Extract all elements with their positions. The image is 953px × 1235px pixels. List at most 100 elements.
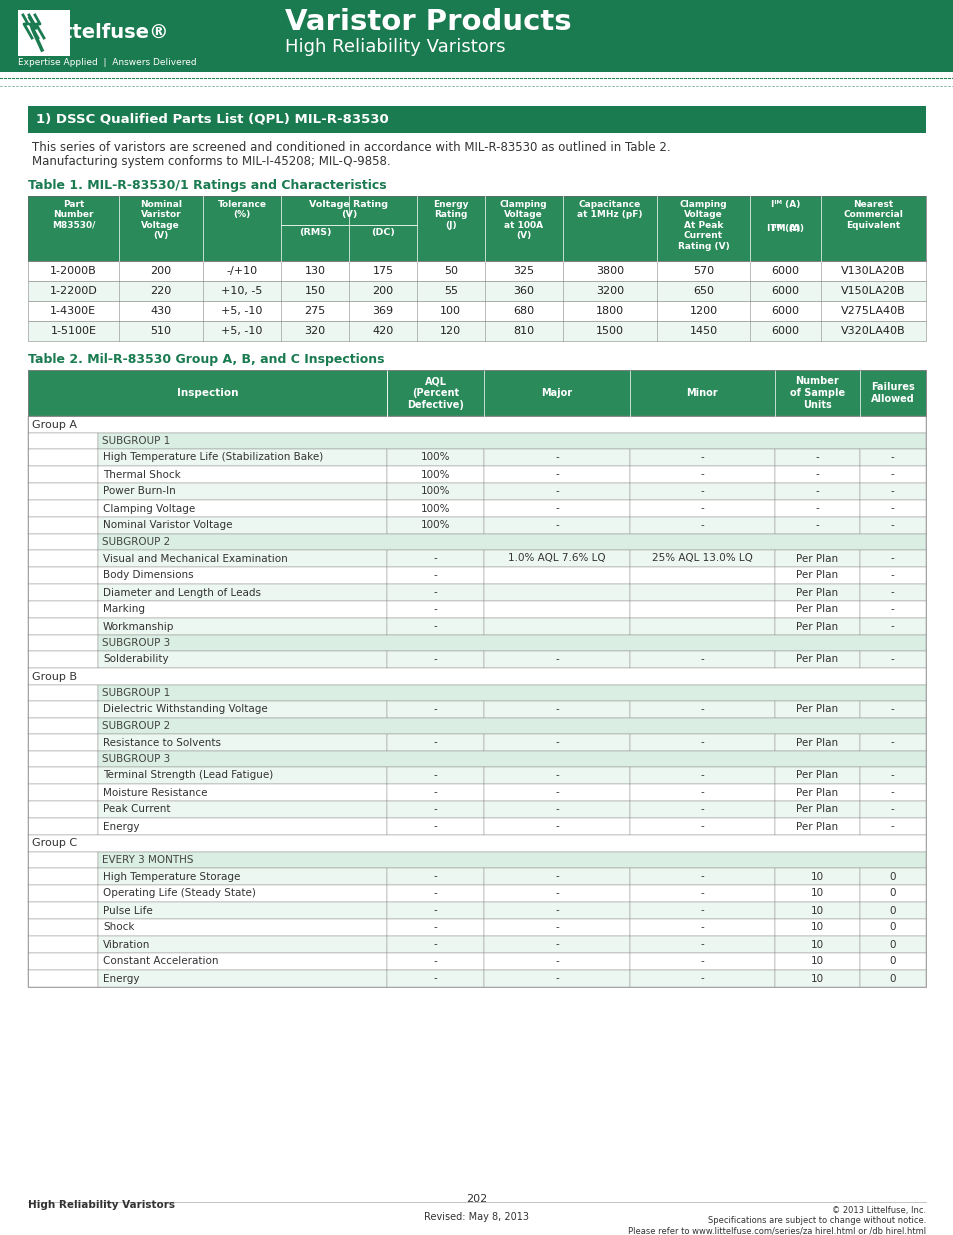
Text: Inspection: Inspection (176, 388, 238, 398)
Text: (DC): (DC) (371, 227, 395, 237)
Bar (28, 868, 98, 885)
Bar (98, 483, 387, 500)
Bar (775, 902, 859, 919)
Text: -: - (890, 737, 894, 747)
Text: Constant Acceleration: Constant Acceleration (103, 956, 218, 967)
Text: Per Plan: Per Plan (796, 655, 838, 664)
Text: -: - (555, 655, 558, 664)
Bar (484, 784, 629, 802)
Text: SUBGROUP 2: SUBGROUP 2 (102, 721, 171, 731)
Text: Per Plan: Per Plan (796, 821, 838, 831)
Bar (98, 635, 925, 651)
Text: 420: 420 (372, 326, 394, 336)
Bar (28, 936, 98, 953)
Bar (775, 818, 859, 835)
Text: -: - (890, 621, 894, 631)
Text: -: - (555, 520, 558, 531)
Text: Iᴵᴹ (A): Iᴵᴹ (A) (770, 224, 800, 233)
Text: 10: 10 (810, 973, 823, 983)
Text: -: - (434, 737, 437, 747)
Text: Per Plan: Per Plan (796, 704, 838, 715)
Bar (859, 802, 925, 818)
Text: 1500: 1500 (596, 326, 623, 336)
Text: Voltage Rating
(V): Voltage Rating (V) (309, 200, 388, 220)
Text: -: - (890, 487, 894, 496)
Bar (98, 584, 387, 601)
Bar (775, 701, 859, 718)
Bar (28, 885, 98, 902)
Text: Thermal Shock: Thermal Shock (103, 469, 181, 479)
Bar (98, 550, 387, 567)
Text: -: - (700, 804, 703, 815)
Bar (387, 517, 484, 534)
Text: -: - (434, 771, 437, 781)
Text: Nominal
Varistor
Voltage
(V): Nominal Varistor Voltage (V) (140, 200, 182, 240)
Bar (387, 767, 484, 784)
Text: 275: 275 (304, 306, 325, 316)
Text: 10: 10 (810, 923, 823, 932)
Bar (775, 450, 859, 466)
Bar (775, 601, 859, 618)
Text: -: - (700, 520, 703, 531)
Bar (484, 919, 629, 936)
Bar (629, 767, 775, 784)
Text: 430: 430 (150, 306, 172, 316)
Text: -: - (890, 469, 894, 479)
Text: +5, -10: +5, -10 (221, 326, 262, 336)
Text: -: - (434, 788, 437, 798)
Text: -: - (890, 771, 894, 781)
Text: SUBGROUP 1: SUBGROUP 1 (102, 436, 171, 446)
Bar (775, 802, 859, 818)
Bar (775, 885, 859, 902)
Text: -: - (555, 487, 558, 496)
Bar (859, 601, 925, 618)
Text: -: - (700, 504, 703, 514)
Bar (28, 852, 98, 868)
Bar (98, 534, 925, 550)
Text: 1450: 1450 (689, 326, 717, 336)
Text: 10: 10 (810, 905, 823, 915)
Bar (629, 517, 775, 534)
Bar (387, 953, 484, 969)
Text: 360: 360 (513, 287, 534, 296)
Text: 650: 650 (692, 287, 713, 296)
Bar (28, 550, 98, 567)
Text: -: - (890, 655, 894, 664)
Text: 200: 200 (150, 266, 172, 275)
Text: Per Plan: Per Plan (796, 788, 838, 798)
Bar (28, 196, 925, 261)
Bar (484, 802, 629, 818)
Text: 10: 10 (810, 872, 823, 882)
Text: Number
of Sample
Units: Number of Sample Units (789, 377, 844, 410)
Text: Per Plan: Per Plan (796, 804, 838, 815)
Bar (859, 584, 925, 601)
Text: 3800: 3800 (595, 266, 623, 275)
Bar (484, 450, 629, 466)
Text: 1) DSSC Qualified Parts List (QPL) MIL-R-83530: 1) DSSC Qualified Parts List (QPL) MIL-R… (36, 112, 388, 126)
Text: 120: 120 (439, 326, 461, 336)
Text: Clamping
Voltage
at 100A
(V): Clamping Voltage at 100A (V) (499, 200, 547, 240)
Text: Per Plan: Per Plan (796, 553, 838, 563)
Bar (629, 483, 775, 500)
Text: 202: 202 (466, 1194, 487, 1204)
Text: 6000: 6000 (771, 326, 799, 336)
Text: Diameter and Length of Leads: Diameter and Length of Leads (103, 588, 261, 598)
Text: -/+10: -/+10 (226, 266, 257, 275)
Text: -: - (700, 821, 703, 831)
Bar (28, 466, 98, 483)
Bar (859, 885, 925, 902)
Bar (98, 618, 387, 635)
Bar (629, 500, 775, 517)
Text: 175: 175 (372, 266, 393, 275)
Bar (98, 601, 387, 618)
Text: -: - (555, 704, 558, 715)
Text: -: - (700, 655, 703, 664)
Bar (859, 450, 925, 466)
Bar (859, 550, 925, 567)
Bar (629, 885, 775, 902)
Text: V130LA20B: V130LA20B (841, 266, 904, 275)
Text: -: - (555, 737, 558, 747)
Text: Varistor Products: Varistor Products (285, 7, 571, 36)
Text: -: - (700, 956, 703, 967)
Text: -: - (700, 888, 703, 899)
